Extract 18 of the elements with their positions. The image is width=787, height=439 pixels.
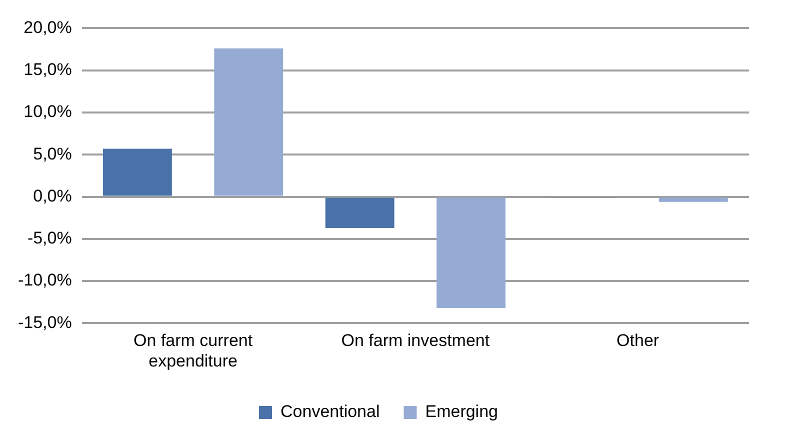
y-tick-label: 15,0%: [24, 60, 72, 80]
x-tick-label: On farm current expenditure: [134, 331, 253, 370]
x-tick-label: On farm investment: [341, 331, 490, 350]
bar: [214, 48, 284, 196]
bar: [325, 198, 394, 228]
y-tick-label: 10,0%: [24, 102, 72, 122]
bar: [102, 148, 172, 196]
y-tick-label: -5,0%: [27, 228, 72, 248]
bar: [436, 198, 506, 308]
x-tick-label: Other: [616, 331, 660, 350]
y-tick-label: 20,0%: [24, 18, 72, 37]
y-tick-label: 5,0%: [33, 144, 72, 164]
legend-label: Emerging: [425, 402, 498, 422]
legend-label: Conventional: [280, 402, 380, 422]
y-tick-label: -15,0%: [18, 312, 72, 332]
bar: [658, 198, 728, 202]
y-tick-label: -10,0%: [18, 270, 72, 290]
y-tick-label: 0,0%: [33, 186, 72, 206]
